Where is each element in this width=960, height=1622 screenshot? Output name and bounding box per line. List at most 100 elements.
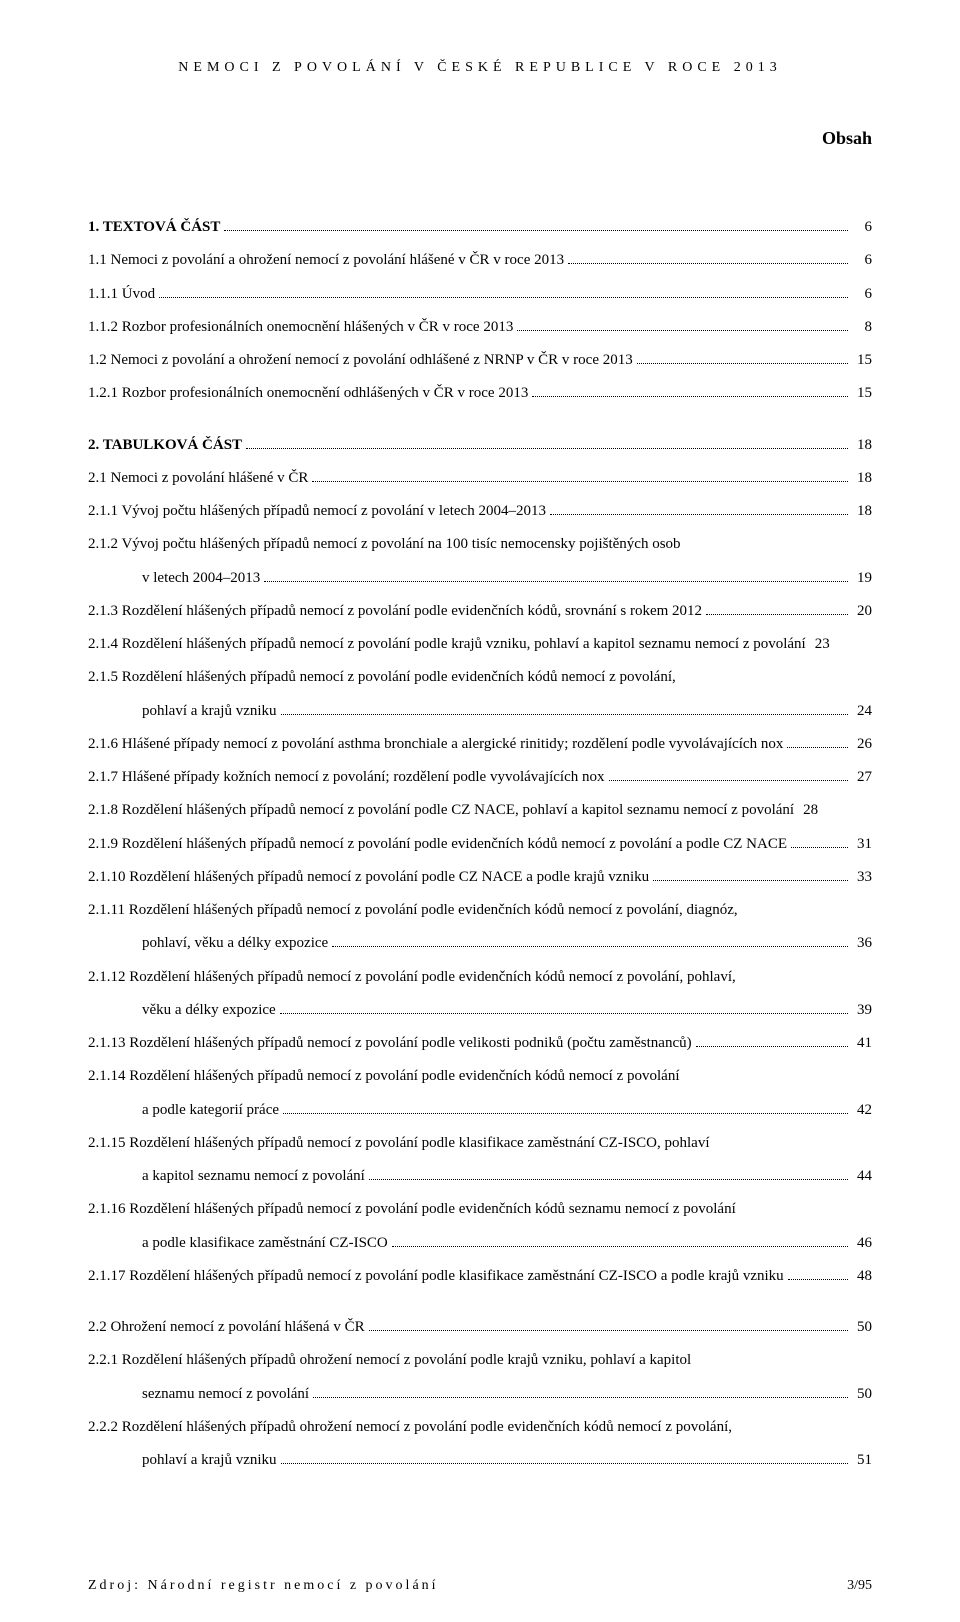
toc-entry: 2.2 Ohrožení nemocí z povolání hlášená v…	[88, 1317, 872, 1337]
toc-entry: 2.1.13 Rozdělení hlášených případů nemoc…	[88, 1033, 872, 1053]
toc-page-number: 33	[852, 867, 872, 887]
toc-leader	[264, 568, 848, 582]
toc-entry-label: 2.1.15 Rozdělení hlášených případů nemoc…	[88, 1133, 710, 1153]
toc-entry-label: seznamu nemocí z povolání	[142, 1384, 309, 1404]
toc-entry: 2.1.1 Vývoj počtu hlášených případů nemo…	[88, 501, 872, 521]
toc-leader	[788, 1266, 848, 1280]
toc-page-number: 8	[852, 317, 872, 337]
toc-entry: 2.1.15 Rozdělení hlášených případů nemoc…	[88, 1133, 872, 1153]
toc-page-number: 48	[852, 1266, 872, 1286]
toc-leader	[313, 1384, 848, 1398]
toc-entry-label: 2.1.17 Rozdělení hlášených případů nemoc…	[88, 1266, 784, 1286]
toc-entry-label: 2.1 Nemoci z povolání hlášené v ČR	[88, 468, 308, 488]
toc-entry-continuation: pohlaví a krajů vzniku 51	[88, 1450, 872, 1470]
toc-entry-label: 1.1.1 Úvod	[88, 284, 155, 304]
toc-entry-label: 2. TABULKOVÁ ČÁST	[88, 435, 242, 455]
toc-entry: 2.2.2 Rozdělení hlášených případů ohrože…	[88, 1417, 872, 1437]
table-of-contents: 1. TEXTOVÁ ČÁST6 1.1 Nemoci z povolání a …	[88, 217, 872, 1470]
toc-entry-label: a podle klasifikace zaměstnání CZ-ISCO	[142, 1233, 388, 1253]
toc-page-number: 18	[852, 435, 872, 455]
toc-leader	[369, 1318, 848, 1332]
toc-leader	[696, 1034, 848, 1048]
toc-entry-label: 2.1.7 Hlášené případy kožních nemocí z p…	[88, 767, 605, 787]
toc-entry-label: 2.1.8 Rozdělení hlášených případů nemocí…	[88, 800, 794, 820]
toc-page-number: 36	[852, 933, 872, 953]
toc-entry-continuation: a kapitol seznamu nemocí z povolání 44	[88, 1166, 872, 1186]
toc-leader	[280, 1000, 848, 1014]
toc-leader	[706, 601, 848, 615]
toc-entry-label: 1.1 Nemoci z povolání a ohrožení nemocí …	[88, 250, 564, 270]
toc-entry-label: věku a délky expozice	[142, 1000, 276, 1020]
toc-entry-label: 2.1.14 Rozdělení hlášených případů nemoc…	[88, 1066, 680, 1086]
toc-entry-continuation: a podle kategorií práce42	[88, 1100, 872, 1120]
toc-entry: 2.1.2 Vývoj počtu hlášených případů nemo…	[88, 534, 872, 554]
toc-leader	[791, 834, 848, 848]
toc-page-number: 28	[798, 800, 818, 820]
toc-spacer	[88, 1299, 872, 1317]
toc-entry-continuation: pohlaví a krajů vzniku24	[88, 701, 872, 721]
toc-entry: 1.1 Nemoci z povolání a ohrožení nemocí …	[88, 250, 872, 270]
toc-entry-label: 1.1.2 Rozbor profesionálních onemocnění …	[88, 317, 513, 337]
toc-page-number: 15	[852, 350, 872, 370]
toc-page-number: 18	[852, 468, 872, 488]
toc-leader	[653, 867, 848, 881]
toc-entry-label: 2.1.11 Rozdělení hlášených případů nemoc…	[88, 900, 738, 920]
toc-page-number: 27	[852, 767, 872, 787]
toc-entry: 1.1.1 Úvod6	[88, 284, 872, 304]
toc-leader	[637, 351, 848, 365]
toc-entry-label: 2.1.2 Vývoj počtu hlášených případů nemo…	[88, 534, 681, 554]
toc-entry: 2.1.4 Rozdělení hlášených případů nemocí…	[88, 634, 872, 654]
toc-entry: 2.1.5 Rozdělení hlášených případů nemocí…	[88, 667, 872, 687]
toc-leader	[332, 934, 848, 948]
toc-leader	[787, 734, 848, 748]
toc-entry-continuation: věku a délky expozice 39	[88, 1000, 872, 1020]
toc-leader	[609, 768, 848, 782]
toc-page-number: 19	[852, 568, 872, 588]
toc-entry: 1.2 Nemoci z povolání a ohrožení nemocí …	[88, 350, 872, 370]
contents-title: Obsah	[88, 128, 872, 217]
toc-entry-label: pohlaví a krajů vzniku	[142, 1450, 277, 1470]
toc-page-number: 6	[852, 250, 872, 270]
toc-entry-label: 2.1.9 Rozdělení hlášených případů nemocí…	[88, 834, 787, 854]
toc-entry-label: 2.1.3 Rozdělení hlášených případů nemocí…	[88, 601, 702, 621]
toc-entry: 2.1.6 Hlášené případy nemocí z povolání …	[88, 734, 872, 754]
toc-page-number: 39	[852, 1000, 872, 1020]
toc-entry-label: v letech 2004–2013	[142, 568, 260, 588]
toc-page-number: 31	[852, 834, 872, 854]
toc-entry: 2.1.17 Rozdělení hlášených případů nemoc…	[88, 1266, 872, 1286]
toc-entry-label: 2.1.5 Rozdělení hlášených případů nemocí…	[88, 667, 676, 687]
toc-entry-label: a kapitol seznamu nemocí z povolání	[142, 1166, 365, 1186]
toc-entry: 2.1.14 Rozdělení hlášených případů nemoc…	[88, 1066, 872, 1086]
toc-entry-label: 2.2.2 Rozdělení hlášených případů ohrože…	[88, 1417, 732, 1437]
toc-entry: 2.1.3 Rozdělení hlášených případů nemocí…	[88, 601, 872, 621]
page-footer: Zdroj: Národní registr nemocí z povolání…	[88, 1578, 872, 1594]
toc-page-number: 44	[852, 1166, 872, 1186]
toc-entry-label: 2.1.4 Rozdělení hlášených případů nemocí…	[88, 634, 806, 654]
toc-entry-label: 2.1.12 Rozdělení hlášených případů nemoc…	[88, 967, 736, 987]
toc-leader	[283, 1100, 848, 1114]
toc-entry-label: a podle kategorií práce	[142, 1100, 279, 1120]
toc-entry-label: 1.2 Nemoci z povolání a ohrožení nemocí …	[88, 350, 633, 370]
toc-page-number: 23	[810, 634, 830, 654]
toc-entry: 2.1.11 Rozdělení hlášených případů nemoc…	[88, 900, 872, 920]
toc-entry: 2.1 Nemoci z povolání hlášené v ČR 18	[88, 468, 872, 488]
toc-entry-continuation: v letech 2004–2013 19	[88, 568, 872, 588]
toc-page-number: 18	[852, 501, 872, 521]
toc-page-number: 51	[852, 1450, 872, 1470]
toc-leader	[312, 468, 848, 482]
toc-page-number: 20	[852, 601, 872, 621]
footer-source: Zdroj: Národní registr nemocí z povolání	[88, 1578, 439, 1594]
toc-leader	[532, 384, 848, 398]
toc-page-number: 50	[852, 1317, 872, 1337]
toc-entry: 1.1.2 Rozbor profesionálních onemocnění …	[88, 317, 872, 337]
toc-entry-label: 2.1.6 Hlášené případy nemocí z povolání …	[88, 734, 783, 754]
toc-entry: 1. TEXTOVÁ ČÁST6	[88, 217, 872, 237]
toc-entry-label: pohlaví a krajů vzniku	[142, 701, 277, 721]
toc-entry-label: 2.1.16 Rozdělení hlášených případů nemoc…	[88, 1199, 736, 1219]
footer-page-number: 3/95	[847, 1578, 872, 1594]
toc-entry: 2.1.7 Hlášené případy kožních nemocí z p…	[88, 767, 872, 787]
toc-entry: 2.1.12 Rozdělení hlášených případů nemoc…	[88, 967, 872, 987]
toc-page-number: 50	[852, 1384, 872, 1404]
toc-leader	[246, 435, 848, 449]
toc-leader	[517, 317, 848, 331]
